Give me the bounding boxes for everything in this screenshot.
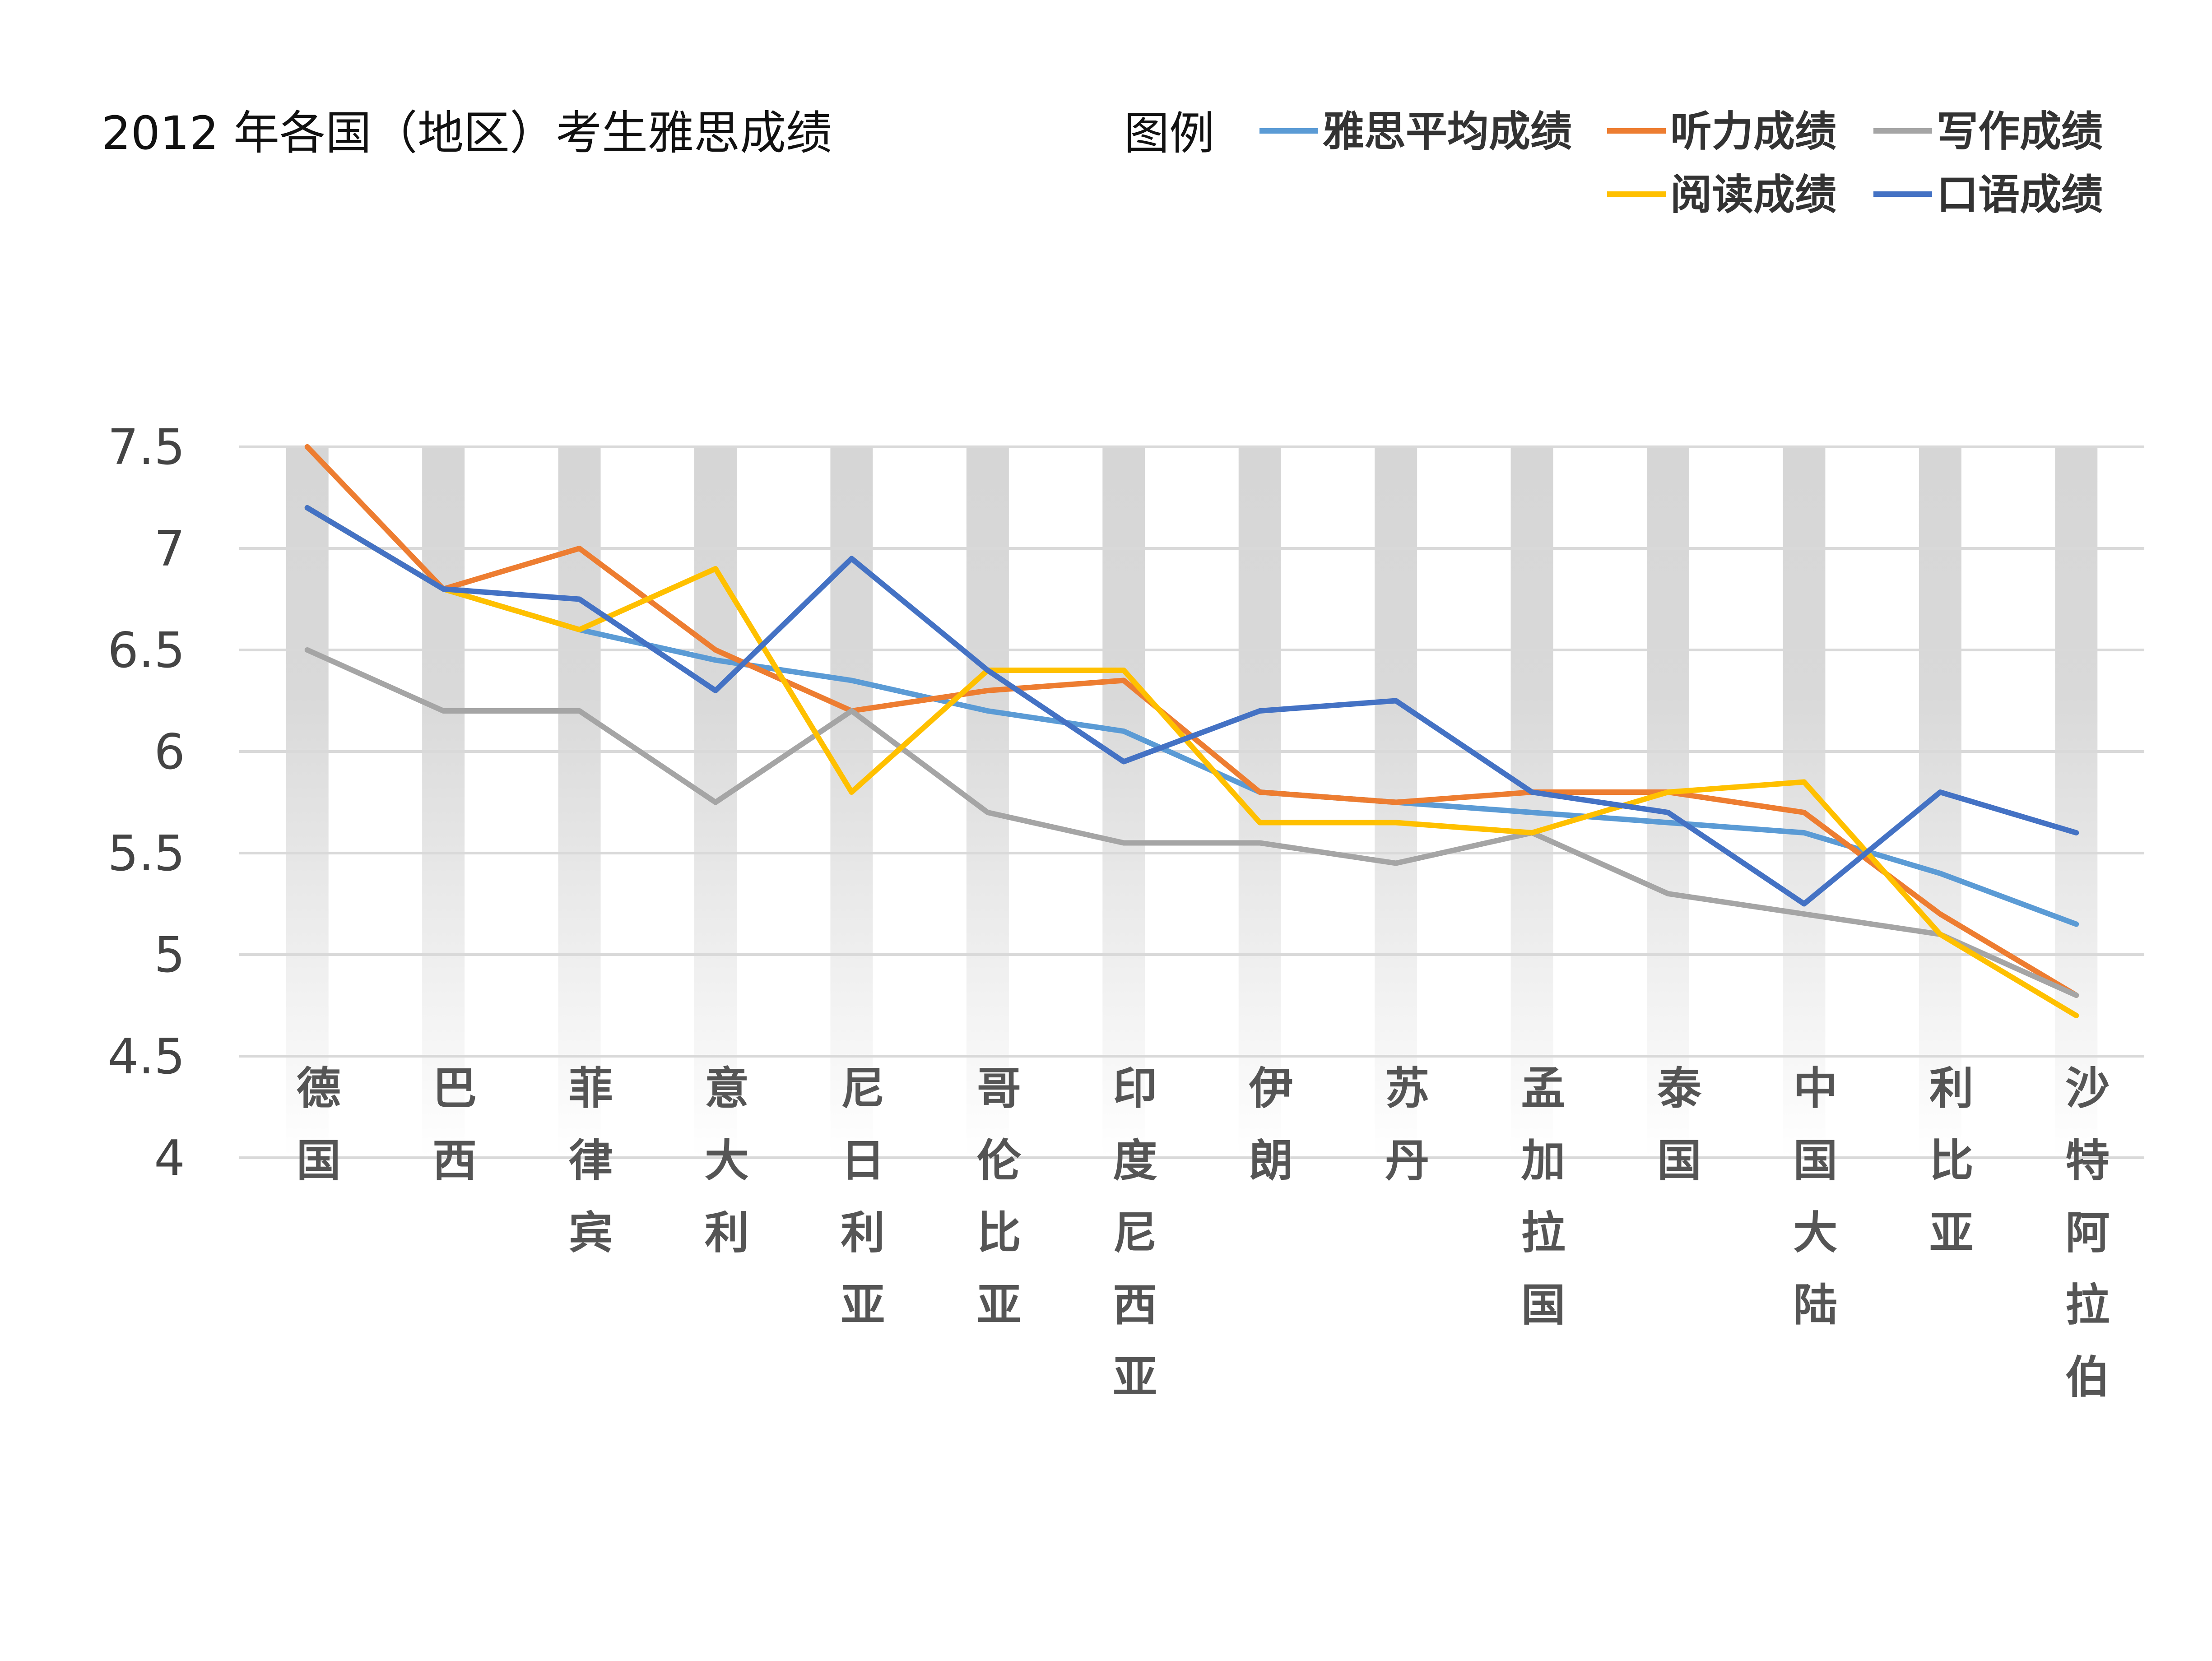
y-tick-label: 6 (154, 724, 185, 780)
category-band (1647, 447, 1689, 1158)
category-band (1102, 447, 1145, 1158)
series-line-1 (304, 505, 2079, 927)
y-axis: 7.5 7 6.5 6 5.5 5 4.5 4 (107, 419, 185, 1187)
category-band (286, 447, 329, 1158)
x-tick-label: 尼日利亚 (841, 1063, 885, 1331)
category-band (422, 447, 465, 1158)
category-band (558, 447, 601, 1158)
series-line-5 (304, 505, 2079, 907)
y-tick-label: 5.5 (107, 826, 185, 882)
category-band (830, 447, 873, 1158)
series-lines (304, 444, 2079, 1018)
x-tick-label: 德国 (297, 1063, 341, 1187)
y-tick-label: 5 (154, 927, 185, 984)
legend-label: 阅读成绩 (1670, 171, 1836, 219)
x-tick-label: 菲律宾 (569, 1063, 613, 1259)
x-tick-label: 印度尼西亚 (1113, 1063, 1157, 1403)
x-tick-label: 哥伦比亚 (977, 1063, 1022, 1331)
x-tick-label: 伊朗 (1249, 1063, 1293, 1187)
x-tick-label: 中国大陆 (1793, 1063, 1837, 1331)
category-band (1783, 447, 1826, 1158)
x-tick-label: 巴西 (432, 1063, 477, 1187)
chart-title: 2012 年各国（地区）考生雅思成绩 (102, 107, 832, 160)
series-line-4 (304, 505, 2079, 1018)
gridlines (239, 445, 2144, 1159)
category-bands (286, 447, 2098, 1158)
y-tick-label: 6.5 (107, 622, 185, 679)
x-tick-label: 沙特阿拉伯 (2065, 1063, 2110, 1403)
x-tick-label: 意大利 (705, 1063, 749, 1259)
y-tick-label: 7 (154, 521, 185, 577)
legend-label: 写作成绩 (1937, 107, 2103, 156)
x-tick-label: 泰国 (1657, 1063, 1702, 1187)
category-band (1510, 447, 1553, 1158)
series-line-3 (304, 647, 2079, 998)
legend-label: 雅思平均成绩 (1323, 107, 1572, 156)
legend-label: 口语成绩 (1937, 171, 2103, 219)
x-tick-label: 利比亚 (1929, 1063, 1974, 1259)
legend-heading: 图例 (1124, 107, 1214, 160)
y-tick-label: 4 (154, 1130, 185, 1187)
x-tick-label: 苏丹 (1385, 1063, 1429, 1187)
x-tick-label: 孟加拉国 (1521, 1063, 1566, 1331)
category-band (1238, 447, 1281, 1158)
y-tick-label: 4.5 (107, 1029, 185, 1085)
category-band (2055, 447, 2098, 1158)
y-tick-label: 7.5 (107, 419, 185, 476)
legend-label: 听力成绩 (1670, 107, 1836, 156)
